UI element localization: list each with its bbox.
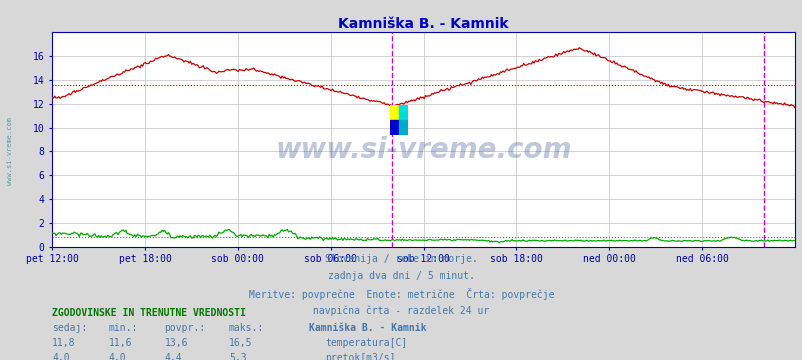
Text: Kamniška B. - Kamnik: Kamniška B. - Kamnik [309,323,426,333]
Text: maks.:: maks.: [229,323,264,333]
Text: 4,0: 4,0 [108,353,126,360]
Text: 11,6: 11,6 [108,338,132,348]
Text: pretok[m3/s]: pretok[m3/s] [325,353,395,360]
Text: min.:: min.: [108,323,138,333]
Bar [399,105,407,120]
Text: temperatura[C]: temperatura[C] [325,338,407,348]
Text: 5,3: 5,3 [229,353,246,360]
Text: 4,0: 4,0 [52,353,70,360]
Text: www.si-vreme.com: www.si-vreme.com [6,117,13,185]
Text: 13,6: 13,6 [164,338,188,348]
Text: Meritve: povprečne  Enote: metrične  Črta: povprečje: Meritve: povprečne Enote: metrične Črta:… [249,288,553,300]
Text: 4,4: 4,4 [164,353,182,360]
Text: navpična črta - razdelek 24 ur: navpična črta - razdelek 24 ur [313,306,489,316]
Text: povpr.:: povpr.: [164,323,205,333]
Text: 11,8: 11,8 [52,338,75,348]
Bar [399,120,407,135]
Text: 16,5: 16,5 [229,338,252,348]
Text: zadnja dva dni / 5 minut.: zadnja dva dni / 5 minut. [328,271,474,281]
Text: Slovenija / reke in morje.: Slovenija / reke in morje. [325,254,477,264]
Text: www.si-vreme.com: www.si-vreme.com [275,136,571,164]
Title: Kamniška B. - Kamnik: Kamniška B. - Kamnik [338,17,508,31]
Bar [390,105,399,120]
Bar [390,120,399,135]
Text: sedaj:: sedaj: [52,323,87,333]
Text: ZGODOVINSKE IN TRENUTNE VREDNOSTI: ZGODOVINSKE IN TRENUTNE VREDNOSTI [52,308,245,318]
